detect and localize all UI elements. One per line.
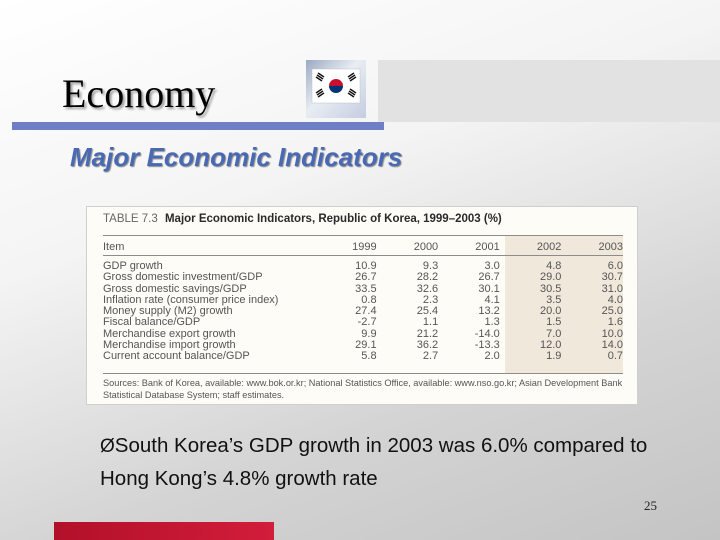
table-cell: 9.3 <box>422 260 439 272</box>
row-label: Merchandise export growth <box>103 327 236 340</box>
column-header-2001: 2001 <box>475 241 500 253</box>
table-source-note: Sources: Bank of Korea, available: www.b… <box>103 378 623 400</box>
table-cell: 1.5 <box>546 316 562 329</box>
table-cell: 2.7 <box>422 350 439 363</box>
table-cell: 28.2 <box>416 271 439 284</box>
column-header-2000: 2000 <box>413 241 439 253</box>
table-cell: 4.1 <box>484 293 500 306</box>
row-label: Inflation rate (consumer price index) <box>103 293 279 306</box>
bottom-accent-bar <box>54 522 274 540</box>
table-cell: 0.7 <box>607 350 623 363</box>
table-cell: -13.3 <box>474 339 500 352</box>
table-bottom-rule <box>103 373 623 374</box>
table-cell: 3.5 <box>546 293 562 306</box>
bullet-point: ØSouth Korea’s GDP growth in 2003 was 6.… <box>100 430 660 495</box>
table-cell: 26.7 <box>478 271 500 284</box>
table-cell: 7.0 <box>546 327 562 340</box>
table-cell: 12.0 <box>539 339 562 352</box>
row-label: Merchandise import growth <box>103 339 236 352</box>
row-label: Gross domestic savings/GDP <box>103 282 247 295</box>
column-header-2002: 2002 <box>536 241 562 253</box>
table-cell: 30.5 <box>539 282 562 295</box>
table-cell: -14.0 <box>474 327 500 340</box>
table-cell: 21.2 <box>416 327 439 340</box>
table-cell: 6.0 <box>607 260 623 272</box>
table-cell: 26.7 <box>355 271 377 284</box>
column-header-1999: 1999 <box>352 241 377 253</box>
bullet-text: South Korea’s GDP growth in 2003 was 6.0… <box>100 434 648 490</box>
table-row: Current account balance/GDP 5.8 2.7 2.0 … <box>103 350 623 363</box>
table-header-row: Item 1999 2000 2001 2002 2003 <box>103 240 623 255</box>
row-label: Current account balance/GDP <box>103 350 250 363</box>
table-cell: 36.2 <box>416 339 439 352</box>
table-row: Fiscal balance/GDP -2.7 1.1 1.3 1.5 1.6 <box>103 316 623 329</box>
table-cell: 1.9 <box>546 350 562 363</box>
table-cell: 29.0 <box>539 271 562 284</box>
table-cell: 1.6 <box>607 316 623 329</box>
table-caption-text: Major Economic Indicators, Republic of K… <box>164 213 502 225</box>
south-korea-flag-icon <box>306 60 366 118</box>
table-cell: 32.6 <box>416 282 439 295</box>
table-cell: 9.9 <box>361 327 377 340</box>
title-underline <box>12 122 384 130</box>
forecast-column-highlight <box>505 235 623 373</box>
bullet-arrow-icon: Ø <box>100 436 115 457</box>
table-row: GDP growth 10.9 9.3 3.0 4.8 6.0 <box>103 260 623 272</box>
table-cell: 0.8 <box>361 293 377 306</box>
page-number: 25 <box>644 498 657 513</box>
table-cell: 25.4 <box>416 305 439 318</box>
title-band <box>378 60 720 122</box>
slide-subtitle: Major Economic Indicators <box>70 142 403 172</box>
table-cell: 13.2 <box>478 305 500 318</box>
table-cell: 30.7 <box>601 271 623 284</box>
table-row: Inflation rate (consumer price index) 0.… <box>103 293 623 306</box>
row-label: GDP growth <box>103 260 163 272</box>
table-cell: 2.3 <box>422 293 439 306</box>
table-cell: 33.5 <box>355 282 377 295</box>
table-cell: 25.0 <box>601 305 623 318</box>
table-cell: 20.0 <box>539 305 562 318</box>
table-cell: 1.1 <box>422 316 439 329</box>
table-cell: 4.0 <box>607 293 623 306</box>
table-cell: 2.0 <box>484 350 500 363</box>
column-header-2003: 2003 <box>598 241 623 253</box>
table-cell: 27.4 <box>355 305 377 318</box>
table-top-rule <box>103 235 623 236</box>
table-cell: 1.3 <box>484 316 500 329</box>
table-caption: TABLE 7.3 Major Economic Indicators, Rep… <box>103 213 502 225</box>
table-cell: 29.1 <box>355 339 377 352</box>
row-label: Fiscal balance/GDP <box>103 316 201 329</box>
table-cell: 31.0 <box>601 282 623 295</box>
table-row: Money supply (M2) growth 27.4 25.4 13.2 … <box>103 305 623 318</box>
table-cell: 10.9 <box>355 260 377 272</box>
table-row: Gross domestic investment/GDP 26.7 28.2 … <box>103 271 623 284</box>
table-row: Gross domestic savings/GDP 33.5 32.6 30.… <box>103 282 623 295</box>
table-cell: 30.1 <box>478 282 500 295</box>
economic-indicators-table: TABLE 7.3 Major Economic Indicators, Rep… <box>86 206 638 405</box>
table-number: TABLE 7.3 <box>103 213 158 225</box>
table-header-rule <box>103 255 623 256</box>
slide-title: Economy <box>62 71 216 116</box>
table-cell: 3.0 <box>484 260 500 272</box>
table-row: Merchandise export growth 9.9 21.2 -14.0… <box>103 327 623 340</box>
table-cell: 10.0 <box>601 327 623 340</box>
table-cell: -2.7 <box>357 316 377 329</box>
table-cell: 14.0 <box>601 339 623 352</box>
table-cell: 5.8 <box>361 350 377 363</box>
column-header-item: Item <box>103 241 125 253</box>
table-row: Merchandise import growth 29.1 36.2 -13.… <box>103 339 623 352</box>
row-label: Gross domestic investment/GDP <box>103 271 263 284</box>
table-cell: 4.8 <box>546 260 562 272</box>
row-label: Money supply (M2) growth <box>103 305 233 318</box>
indicators-table-grid: Item 1999 2000 2001 2002 2003 GDP growth… <box>103 240 623 363</box>
